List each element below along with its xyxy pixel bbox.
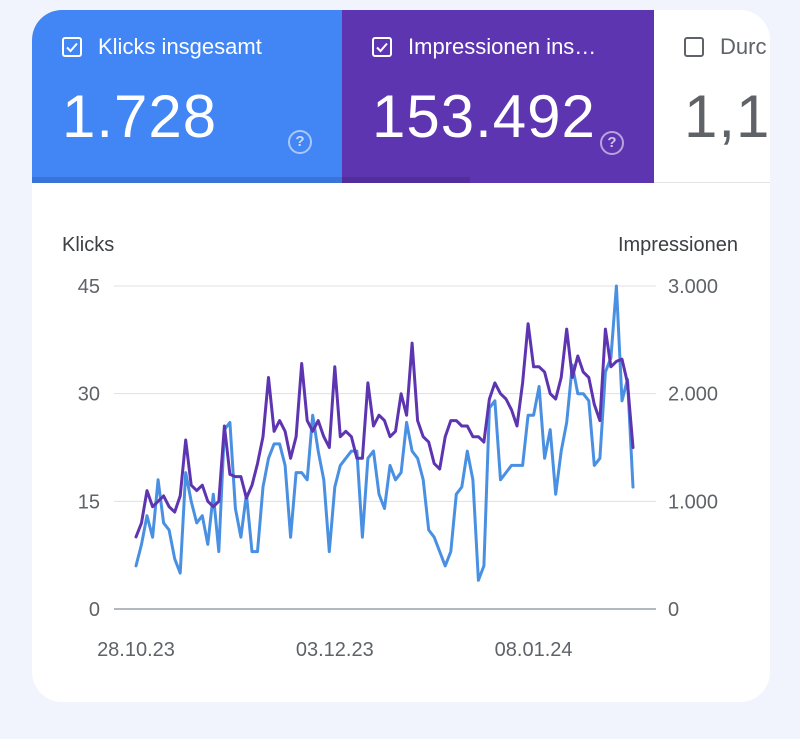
checkbox-checked-icon[interactable] [372,37,392,57]
tile-label: Durc [720,34,767,59]
metric-tiles: Klicks insgesamt 1.728 ? Impressionen in… [32,10,770,183]
chart-area: Klicks Impressionen 0 15 30 45 0 1.000 2.000 3.… [32,183,770,702]
tile-selection-bar [32,177,470,183]
right-tick-label: 1.000 [668,491,718,513]
help-icon[interactable]: ? [600,131,624,155]
checkbox-unchecked-icon[interactable] [684,37,704,57]
tile-average-ctr[interactable]: Durc 1,1 [654,10,770,183]
left-axis-label: Klicks [62,234,114,256]
tile-value: 153.492 [372,83,596,150]
x-tick-label: 03.12.23 [296,639,374,661]
tile-total-clicks[interactable]: Klicks insgesamt 1.728 ? [32,10,342,183]
tile-label: Klicks insgesamt [98,34,262,59]
performance-card: Klicks insgesamt 1.728 ? Impressionen in… [32,10,770,702]
checkbox-checked-icon[interactable] [62,37,82,57]
help-icon[interactable]: ? [288,130,312,154]
left-tick-label: 30 [78,384,100,406]
tile-label: Impressionen ins… [408,34,597,59]
right-axis-label: Impressionen [618,234,738,256]
left-tick-label: 0 [89,599,100,621]
left-tick-label: 15 [78,491,100,513]
impressions-series-line [134,322,635,539]
tile-value: 1,1 [684,83,770,150]
x-tick-label: 28.10.23 [97,639,175,661]
right-tick-label: 2.000 [668,384,718,406]
tile-value: 1.728 [62,83,218,150]
line-chart: Klicks Impressionen 0 15 30 45 0 1.000 2.000 3.… [62,234,738,661]
right-tick-label: 3.000 [668,276,718,298]
right-tick-label: 0 [668,599,679,621]
clicks-series-line [134,284,635,582]
left-tick-label: 45 [78,276,100,298]
x-tick-label: 08.01.24 [495,639,573,661]
tile-total-impressions[interactable]: Impressionen ins… 153.492 ? [342,10,654,183]
